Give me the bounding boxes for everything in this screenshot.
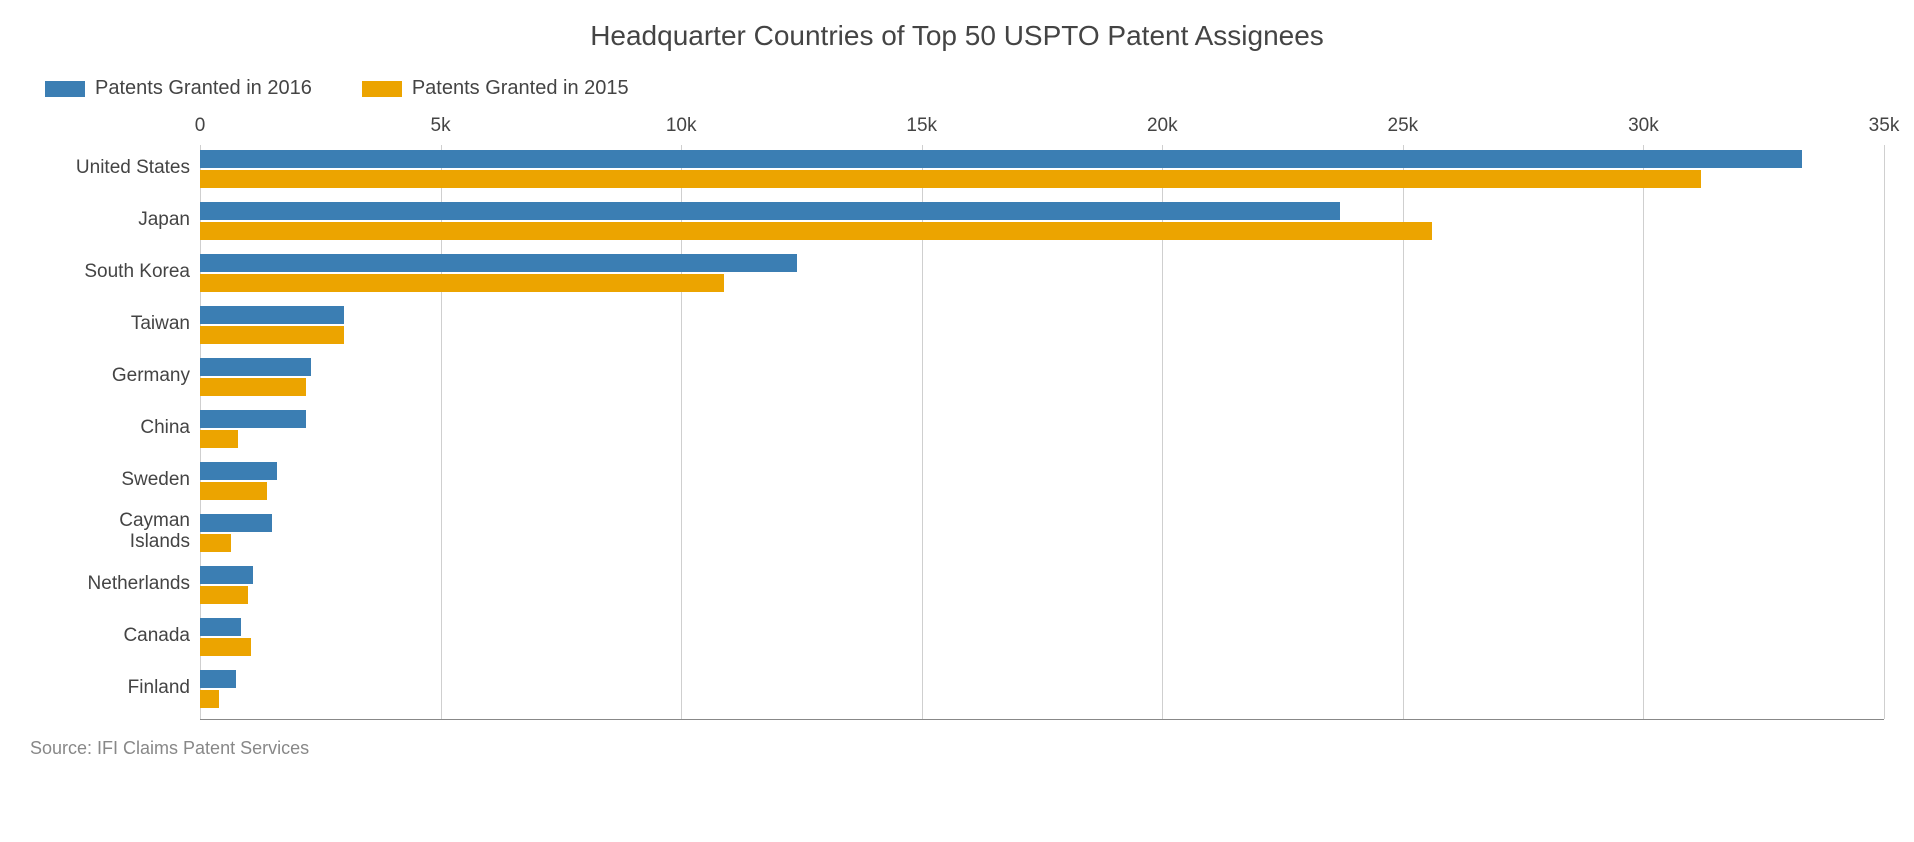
legend-swatch: [45, 81, 85, 97]
y-axis-label: Japan: [138, 210, 190, 231]
legend: Patents Granted in 2016 Patents Granted i…: [30, 77, 1884, 100]
bar: [200, 222, 1432, 240]
y-axis-label: Cayman Islands: [119, 511, 190, 553]
bar: [200, 326, 344, 344]
x-tick-label: 5k: [431, 115, 451, 137]
bar: [200, 410, 306, 428]
bar: [200, 566, 253, 584]
bar: [200, 534, 231, 552]
y-axis-label: South Korea: [84, 262, 190, 283]
bar: [200, 430, 238, 448]
x-tick-label: 15k: [906, 115, 937, 137]
chart-area: United States Japan South Korea Taiwan Germa…: [30, 115, 1884, 720]
y-axis-labels: United States Japan South Korea Taiwan Germa…: [30, 145, 200, 720]
bar: [200, 378, 306, 396]
plot-area: 05k10k15k20k25k30k35k: [200, 145, 1884, 720]
x-tick-label: 0: [195, 115, 206, 137]
bar: [200, 150, 1802, 168]
x-tick-label: 35k: [1869, 115, 1900, 137]
bar: [200, 254, 797, 272]
chart-title: Headquarter Countries of Top 50 USPTO Pa…: [30, 20, 1884, 52]
y-axis-label: Finland: [128, 678, 190, 699]
chart-container: Headquarter Countries of Top 50 USPTO Pa…: [30, 20, 1884, 759]
bar: [200, 586, 248, 604]
bar: [200, 514, 272, 532]
chart-source: Source: IFI Claims Patent Services: [30, 738, 1884, 759]
bar: [200, 358, 311, 376]
legend-swatch: [362, 81, 402, 97]
bar: [200, 202, 1340, 220]
x-axis: 05k10k15k20k25k30k35k: [200, 115, 1884, 145]
y-axis-label: Taiwan: [131, 314, 190, 335]
legend-label: Patents Granted in 2016: [95, 77, 312, 100]
legend-item: Patents Granted in 2015: [362, 77, 629, 100]
bar: [200, 690, 219, 708]
bar: [200, 274, 724, 292]
x-tick-label: 10k: [666, 115, 697, 137]
x-tick-label: 30k: [1628, 115, 1659, 137]
y-axis-label: Netherlands: [88, 574, 190, 595]
bar: [200, 170, 1701, 188]
x-tick-label: 20k: [1147, 115, 1178, 137]
y-axis-label: Germany: [112, 366, 190, 387]
legend-label: Patents Granted in 2015: [412, 77, 629, 100]
y-axis-label: United States: [76, 158, 190, 179]
bar: [200, 638, 251, 656]
x-tick-label: 25k: [1388, 115, 1419, 137]
bar: [200, 670, 236, 688]
bar: [200, 482, 267, 500]
legend-item: Patents Granted in 2016: [45, 77, 312, 100]
y-axis-label: Sweden: [121, 470, 190, 491]
y-axis-label: Canada: [123, 626, 190, 647]
bar: [200, 462, 277, 480]
bar: [200, 618, 241, 636]
y-axis-label: China: [140, 418, 190, 439]
gridline: [1884, 145, 1885, 719]
gridline: [1643, 145, 1644, 719]
bar: [200, 306, 344, 324]
